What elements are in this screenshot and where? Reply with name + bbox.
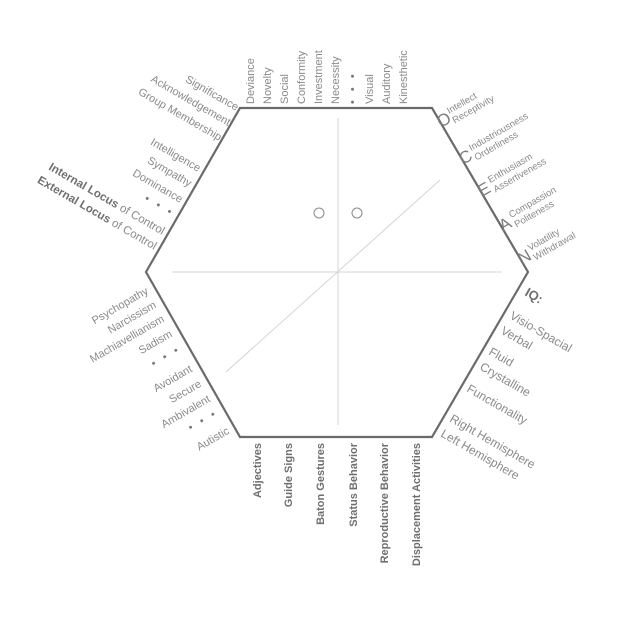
bottom-label: Reproductive Behavior xyxy=(379,442,391,563)
marker-circle-right xyxy=(351,207,363,219)
top-label: Necessity xyxy=(330,56,342,104)
top-labels: Deviance Novelty Social Conformity Inves… xyxy=(245,50,410,104)
diagonal-axis xyxy=(225,179,441,373)
bottom-label: Guide Signs xyxy=(283,443,295,507)
bottom-label: Adjectives xyxy=(252,443,264,498)
hexagon-outline xyxy=(144,106,530,439)
iq-header: IQ: xyxy=(523,285,546,307)
bottom-label: Baton Gestures xyxy=(315,443,327,525)
top-label: Social xyxy=(279,74,291,104)
lower-left-labels: Psychopathy Narcissism Machiavellianism … xyxy=(88,285,232,453)
marker-circle-left xyxy=(313,207,325,219)
top-label: Visual xyxy=(364,74,376,104)
top-label: Deviance xyxy=(245,58,257,104)
bottom-label: Status Behavior xyxy=(348,442,360,526)
bottom-label: Displacement Activities xyxy=(411,443,423,566)
top-label: Conformity xyxy=(296,50,308,104)
top-label: Investment xyxy=(313,50,325,104)
top-label: Novelty xyxy=(262,67,274,104)
ocean-labels: O Intellect Receptivity C Industriousnes… xyxy=(434,91,578,269)
top-label: Auditory xyxy=(381,63,393,104)
top-dots: • • • xyxy=(347,71,359,104)
ocean-o: O Intellect Receptivity xyxy=(434,91,497,132)
bottom-labels: Adjectives Guide Signs Baton Gestures St… xyxy=(252,442,423,566)
lower-right-labels: IQ: Visio-Spacial Verbal Fluid Crystalli… xyxy=(439,285,575,483)
ocean-n: N Volatility Withdrawal xyxy=(515,227,578,269)
top-label: Kinesthetic xyxy=(398,50,410,104)
